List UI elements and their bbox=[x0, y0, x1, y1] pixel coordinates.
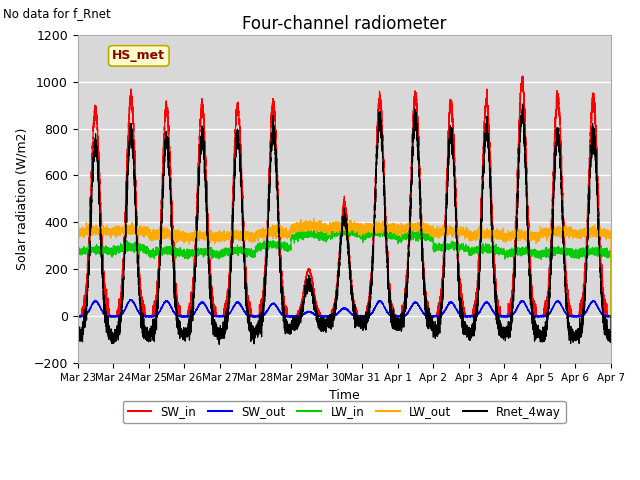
LW_out bbox=[464, 232, 472, 238]
LW_out bbox=[479, 232, 486, 238]
LW_out bbox=[585, 234, 593, 240]
SW_in bbox=[479, 165, 486, 171]
Legend: SW_in, SW_out, LW_in, LW_out, Rnet_4way: SW_in, SW_out, LW_in, LW_out, Rnet_4way bbox=[123, 401, 566, 423]
LW_out bbox=[607, 313, 615, 319]
Text: HS_met: HS_met bbox=[113, 49, 165, 62]
SW_in bbox=[326, 312, 334, 318]
X-axis label: Time: Time bbox=[329, 389, 360, 402]
LW_out bbox=[310, 216, 317, 221]
Rnet_4way bbox=[579, 326, 586, 332]
Line: LW_in: LW_in bbox=[77, 227, 611, 316]
Rnet_4way bbox=[518, 101, 526, 107]
Line: LW_out: LW_out bbox=[77, 218, 611, 316]
LW_in bbox=[585, 252, 593, 258]
SW_out bbox=[464, 314, 472, 320]
SW_out bbox=[74, 313, 81, 319]
LW_in bbox=[255, 244, 262, 250]
SW_in bbox=[519, 73, 527, 79]
Rnet_4way bbox=[326, 324, 334, 330]
Rnet_4way bbox=[464, 329, 472, 335]
LW_in bbox=[349, 224, 356, 230]
Line: SW_in: SW_in bbox=[77, 76, 611, 316]
LW_in bbox=[479, 241, 486, 247]
SW_out bbox=[585, 304, 593, 310]
LW_out bbox=[326, 220, 334, 226]
SW_out bbox=[255, 314, 263, 320]
SW_out bbox=[127, 297, 134, 302]
LW_out bbox=[578, 234, 586, 240]
SW_in bbox=[607, 313, 615, 319]
LW_in bbox=[578, 246, 586, 252]
LW_in bbox=[464, 247, 472, 253]
Rnet_4way bbox=[607, 313, 615, 319]
LW_out bbox=[255, 231, 262, 237]
Line: SW_out: SW_out bbox=[77, 300, 611, 317]
LW_in bbox=[607, 313, 615, 319]
SW_in bbox=[579, 304, 586, 310]
Y-axis label: Solar radiation (W/m2): Solar radiation (W/m2) bbox=[15, 128, 28, 270]
Rnet_4way bbox=[216, 341, 223, 347]
SW_out bbox=[579, 312, 586, 318]
SW_in bbox=[74, 313, 81, 319]
LW_out bbox=[74, 230, 81, 236]
Text: No data for f_Rnet: No data for f_Rnet bbox=[3, 7, 111, 20]
Line: Rnet_4way: Rnet_4way bbox=[77, 104, 611, 344]
Rnet_4way bbox=[74, 331, 81, 336]
SW_in bbox=[78, 313, 86, 319]
SW_out bbox=[74, 314, 82, 320]
SW_out bbox=[607, 313, 615, 319]
Rnet_4way bbox=[479, 185, 486, 191]
SW_in bbox=[255, 312, 263, 317]
LW_in bbox=[74, 248, 81, 254]
SW_out bbox=[479, 303, 486, 309]
SW_in bbox=[585, 175, 593, 181]
LW_in bbox=[326, 228, 334, 234]
Rnet_4way bbox=[585, 200, 593, 205]
SW_out bbox=[326, 313, 334, 319]
Title: Four-channel radiometer: Four-channel radiometer bbox=[242, 15, 447, 33]
Rnet_4way bbox=[255, 325, 263, 331]
SW_in bbox=[464, 313, 472, 319]
